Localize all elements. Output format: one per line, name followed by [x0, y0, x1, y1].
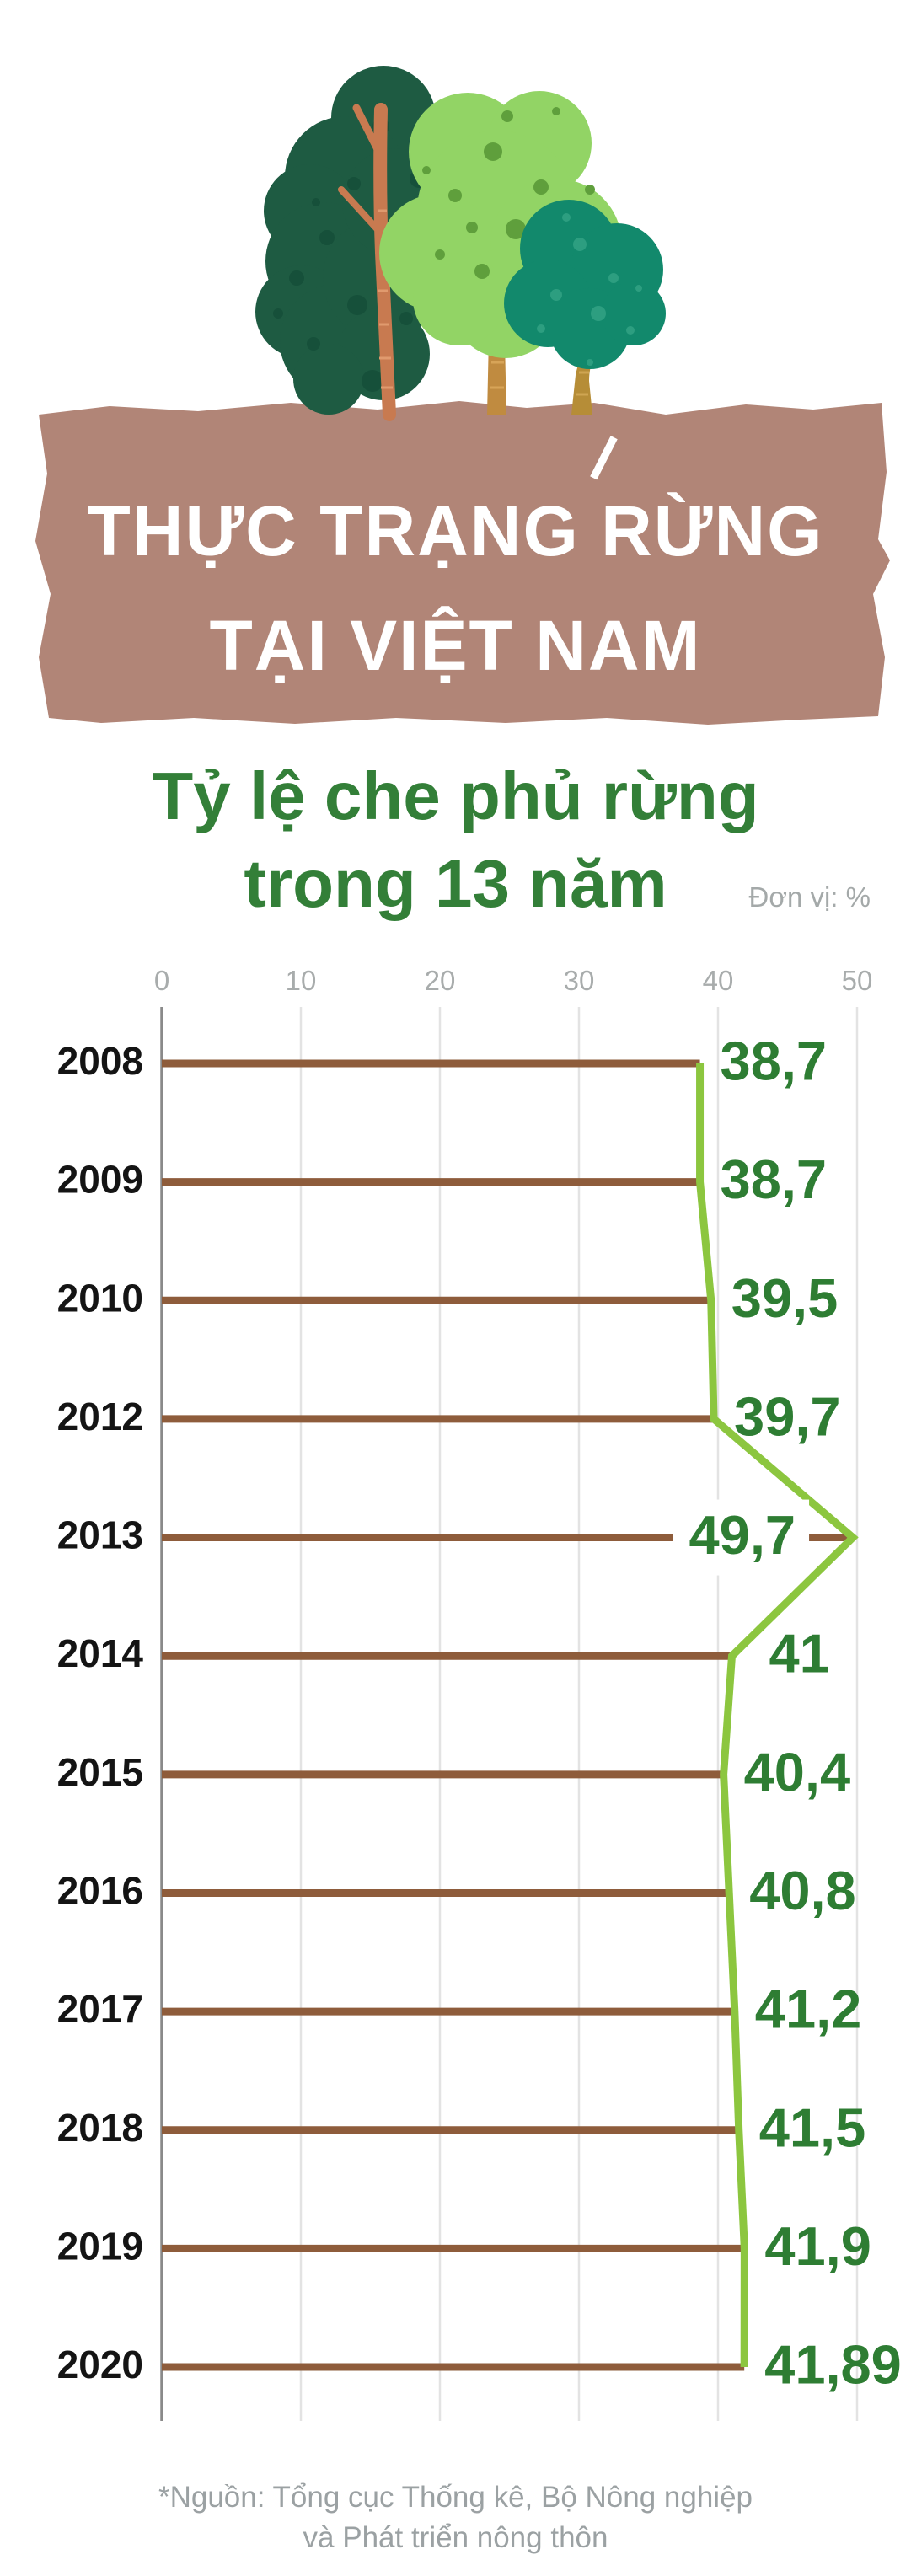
year-label-2013: 2013 [57, 1513, 143, 1557]
banner-scratch-mark [590, 436, 618, 480]
banner-title-line2: TẠI VIỆT NAM [209, 606, 702, 685]
year-label-2009: 2009 [57, 1158, 143, 1202]
value-label-2016: 40,8 [749, 1860, 856, 1921]
chart-title: Tỷ lệ che phủ rừng trong 13 năm [0, 752, 911, 928]
value-label-2018: 41,5 [759, 2097, 866, 2158]
unit-label: Đơn vị: % [748, 881, 871, 913]
value-label-2017: 41,2 [755, 1979, 862, 2040]
x-tick-label-40: 40 [703, 965, 734, 996]
value-label-2013: 49,7 [689, 1504, 796, 1566]
value-label-2010: 39,5 [731, 1267, 839, 1329]
x-tick-label-10: 10 [286, 965, 317, 996]
banner-title-line1: THỰC TRẠNG RỪNG [87, 491, 824, 570]
banner-background [35, 401, 890, 725]
year-label-2010: 2010 [57, 1276, 143, 1320]
source-note-line2: và Phát triển nông thôn [303, 2521, 608, 2554]
value-label-2008: 38,7 [721, 1031, 828, 1092]
x-tick-label-50: 50 [842, 965, 873, 996]
x-tick-label-30: 30 [564, 965, 595, 996]
year-label-2015: 2015 [57, 1750, 143, 1794]
value-label-2009: 38,7 [721, 1149, 828, 1210]
trend-line [696, 1063, 859, 2368]
year-label-2016: 2016 [57, 1868, 143, 1912]
value-label-2012: 39,7 [734, 1385, 841, 1447]
year-label-2017: 2017 [57, 1987, 143, 2031]
year-label-2018: 2018 [57, 2106, 143, 2150]
value-label-bg-2013 [673, 1499, 810, 1576]
x-tick-label-0: 0 [154, 965, 169, 996]
value-label-2019: 41,9 [764, 2215, 871, 2277]
year-label-2019: 2019 [57, 2224, 143, 2268]
trees-illustration [255, 66, 666, 421]
value-label-2015: 40,4 [744, 1741, 851, 1802]
chart-title-line2: trong 13 năm [244, 846, 667, 921]
x-tick-label-20: 20 [425, 965, 456, 996]
value-label-2020: 41,89 [764, 2334, 902, 2396]
tree-icon-teal [504, 200, 666, 415]
year-label-2014: 2014 [57, 1631, 144, 1675]
banner-polygon [35, 401, 890, 725]
value-label-2014: 41 [769, 1623, 830, 1684]
year-label-2020: 2020 [57, 2343, 143, 2386]
source-note-line1: *Nguồn: Tổng cục Thống kê, Bộ Nông nghiệ… [158, 2481, 753, 2514]
forest-coverage-chart: 0 10 20 30 40 50 2008 38,7 2009 38,7 2010 39,5 2012 3… [57, 965, 902, 2421]
year-label-2008: 2008 [57, 1039, 143, 1083]
year-label-2012: 2012 [57, 1395, 143, 1438]
chart-title-line1: Tỷ lệ che phủ rừng [152, 758, 759, 833]
source-note: *Nguồn: Tổng cục Thống kê, Bộ Nông nghiệ… [0, 2477, 911, 2558]
